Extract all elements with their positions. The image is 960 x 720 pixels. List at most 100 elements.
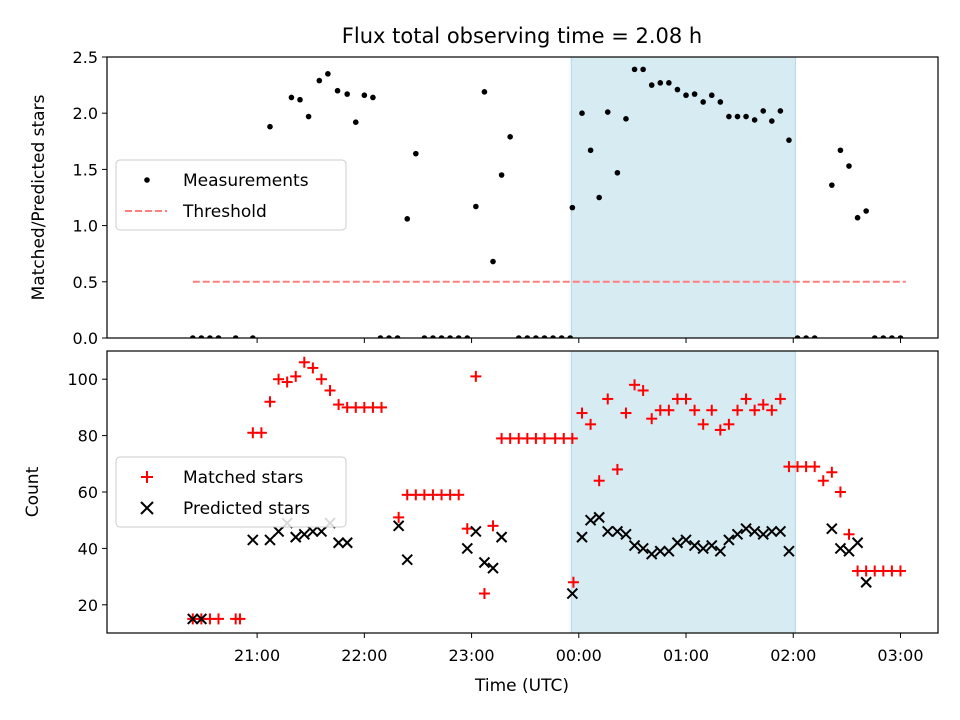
x-tick-label: 01:00	[663, 646, 709, 665]
predicted-star-point	[195, 613, 208, 625]
measurement-point	[596, 194, 602, 201]
predicted-star-point	[731, 528, 744, 541]
measurement-point	[447, 335, 453, 338]
matched-star-point	[894, 565, 906, 577]
predicted-star-point	[576, 531, 588, 543]
predicted-star-point	[290, 531, 302, 543]
measurement-point	[490, 258, 496, 265]
measurement-point	[794, 335, 801, 338]
matched-star-point	[538, 432, 550, 444]
measurement-point	[207, 335, 213, 338]
measurement-point	[232, 335, 239, 338]
legend-label: Measurements	[183, 171, 309, 191]
count-panel: 20 40 60 80 100 21:00 22:00 23:00 00:00 01:00 02:0…	[23, 350, 939, 665]
measurement-point	[394, 335, 401, 338]
observing-window-span	[570, 56, 796, 339]
matched-star-point	[680, 393, 692, 405]
measurement-point	[623, 116, 629, 122]
matched-star-point	[273, 373, 285, 385]
matched-star-point	[593, 475, 605, 487]
matched-star-point	[706, 404, 718, 416]
measurement-point	[837, 147, 844, 154]
measurement-point	[288, 94, 295, 101]
predicted-star-point	[478, 556, 491, 569]
matched-star-point	[723, 418, 735, 430]
measurement-point	[811, 335, 818, 338]
y-tick-label: 2.0	[73, 104, 98, 123]
measurement-point	[550, 335, 556, 338]
measurement-point	[325, 71, 331, 77]
matched-star-point	[567, 576, 579, 588]
measurement-point	[430, 335, 436, 338]
matched-star-point	[629, 379, 641, 391]
measurement-point	[569, 204, 576, 211]
predicted-star-point	[706, 539, 718, 552]
predicted-star-point	[723, 534, 735, 546]
measurement-point	[897, 335, 904, 338]
measurement-point	[515, 335, 522, 338]
matched-star-point	[843, 528, 855, 540]
matched-star-point	[461, 523, 473, 535]
legend: Matched stars Predicted stars	[115, 456, 347, 528]
matched-star-point	[255, 427, 267, 439]
matched-star-point	[487, 520, 499, 532]
matched-star-point	[646, 413, 658, 425]
measurement-point	[455, 335, 462, 338]
matched-star-point	[602, 393, 614, 405]
measurement-point	[579, 110, 585, 116]
y-tick-label: 0.0	[73, 329, 98, 348]
y-axis-label: Matched/Predicted stars	[29, 94, 49, 300]
legend-label: Matched stars	[183, 468, 303, 488]
measurement-point	[524, 335, 531, 338]
measurement-point	[370, 94, 376, 101]
predicted-star-point	[392, 520, 405, 532]
measurement-point	[700, 99, 706, 105]
x-tick-label: 22:00	[341, 646, 387, 665]
predicted-star-point	[843, 545, 855, 557]
y-axis-label: Count	[23, 466, 43, 517]
ratio-panel: 0.0 0.5 1.0 1.5 2.0 2.5 Matched/Predicted star…	[29, 48, 939, 348]
predicted-star-point	[487, 562, 499, 574]
x-tick-label: 03:00	[877, 646, 923, 665]
measurement-point	[666, 80, 672, 86]
measurement-point	[533, 335, 539, 338]
predicted-star-point	[593, 511, 605, 524]
measurement-point	[717, 99, 724, 105]
legend-box	[115, 456, 347, 528]
measurement-point	[404, 216, 411, 222]
matched-star-point	[585, 418, 597, 430]
measurement-point	[438, 335, 445, 338]
measurement-point	[316, 77, 323, 84]
matched-star-point	[315, 373, 327, 385]
x-tick-label: 00:00	[556, 646, 602, 665]
measurement-point	[567, 335, 574, 338]
matched-star-point	[576, 407, 588, 419]
measurement-point	[334, 87, 341, 94]
measurement-point	[498, 172, 505, 178]
matched-star-point	[470, 370, 482, 382]
matched-star-point	[774, 393, 786, 405]
measurement-point	[614, 169, 621, 176]
matched-star-point	[714, 424, 726, 436]
matched-star-point	[637, 384, 649, 396]
predicted-star-point	[671, 537, 684, 549]
predicted-star-point	[611, 525, 624, 538]
measurement-point	[640, 66, 646, 73]
measurement-point	[803, 335, 809, 338]
plot-area	[189, 66, 906, 338]
predicted-star-point	[680, 534, 692, 546]
y-tick-label: 100	[67, 370, 98, 389]
measurement-point	[507, 134, 513, 140]
measurement-point	[854, 214, 861, 221]
y-tick-label: 80	[78, 427, 98, 446]
observing-window-span	[570, 350, 796, 634]
predicted-star-point	[307, 525, 319, 538]
measurement-point	[361, 92, 368, 99]
matched-star-point	[620, 407, 632, 419]
predicted-star-point	[628, 539, 641, 552]
predicted-star-point	[740, 522, 752, 535]
y-tick-label: 1.5	[73, 160, 98, 179]
matched-star-point	[213, 613, 225, 625]
matched-star-point	[731, 404, 743, 416]
predicted-star-point	[637, 542, 649, 555]
